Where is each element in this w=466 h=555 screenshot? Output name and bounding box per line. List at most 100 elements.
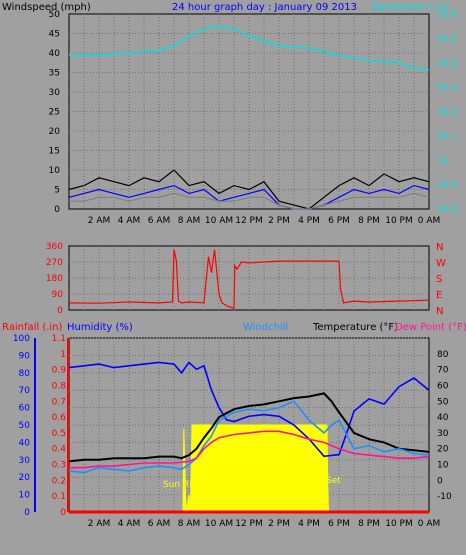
x-tick-label: 6 AM (148, 216, 171, 226)
barometer-tick-label: 29.8 (437, 205, 457, 215)
compass-label: S (436, 274, 442, 285)
barometer-tick-label: 30.3 (437, 83, 457, 93)
x-tick-label: 6 AM (148, 519, 171, 529)
windspeed-line (68, 169, 430, 210)
windspeed-tick-label: 15 (49, 147, 60, 157)
barometer-axis-label: Barometer (.in) (372, 2, 448, 13)
rainfall-tick-label: 0.8 (52, 381, 67, 391)
windspeed-tick-label: 30 (49, 88, 61, 98)
x-tick-label: 2 AM (88, 216, 111, 226)
direction-tick-label: 270 (46, 258, 63, 268)
x-tick-label: 2 PM (268, 216, 290, 226)
x-tick-label: 10 PM (385, 519, 413, 529)
gust-line (68, 184, 430, 210)
temperature-tick-label: 30 (437, 429, 449, 439)
direction-line (68, 249, 430, 310)
temperature-tick-label: 60 (437, 381, 449, 391)
temperature-tick-label: 70 (437, 366, 449, 376)
rainfall-tick-label: 0.4 (52, 445, 67, 455)
x-tick-label: 4 PM (298, 216, 320, 226)
temperature-tick-label: 80 (437, 350, 449, 360)
compass-label: E (436, 290, 442, 301)
barometer-tick-label: 29.9 (437, 181, 457, 191)
barometer-tick-label: 30.4 (437, 59, 457, 69)
windspeed-tick-label: 20 (49, 127, 61, 137)
temperature-axis-label: Temperature (°F) (312, 322, 398, 333)
windchill-line (68, 400, 430, 474)
temperature-line (68, 392, 430, 463)
direction-tick-label: 0 (57, 306, 63, 316)
humidity-axis-label: Humidity (%) (67, 322, 133, 333)
rainfall-tick-label: 0.7 (52, 397, 66, 407)
direction-tick-label: 180 (46, 274, 63, 284)
windspeed-tick-label: 35 (49, 69, 60, 79)
barometer-line (69, 25, 430, 71)
x-tick-label: 12 PM (235, 519, 263, 529)
temperature-tick-label: 50 (437, 397, 449, 407)
barometer-tick-label: 30 (437, 156, 449, 166)
x-tick-label: 0 AM (418, 216, 441, 226)
barometer-tick-label: 30.2 (437, 108, 457, 118)
x-tick-label: 10 PM (385, 216, 413, 226)
temperature-tick-label: 10 (437, 461, 449, 471)
windspeed-tick-label: 5 (54, 186, 60, 196)
dewpoint-line (69, 430, 430, 469)
direction-tick-label: 90 (52, 290, 64, 300)
x-tick-label: 2 AM (88, 519, 111, 529)
humidity-tick-label: 50 (19, 421, 31, 431)
barometer-tick-label: 30.1 (437, 132, 457, 142)
windspeed-tick-label: 0 (54, 205, 60, 215)
x-tick-label: 8 AM (178, 519, 201, 529)
windspeed-tick-label: 10 (49, 166, 61, 176)
humidity-tick-label: 70 (19, 386, 31, 396)
temperature-tick-label: 0 (437, 476, 443, 486)
x-tick-label: 0 AM (418, 519, 441, 529)
windspeed-tick-label: 25 (49, 108, 60, 118)
wind_avg-line (69, 192, 430, 210)
direction-tick-label: 360 (46, 242, 63, 252)
compass-label: W (436, 258, 446, 269)
windchill-label: Windchill (243, 322, 288, 333)
compass-label: N (436, 242, 443, 253)
x-tick-label: 6 PM (328, 519, 350, 529)
humidity-tick-label: 0 (24, 508, 30, 518)
rainfall-tick-label: 0.2 (52, 476, 66, 486)
marks-layer (68, 25, 430, 514)
chart-title: 24 hour graph day : January 09 2013 (172, 2, 357, 13)
x-tick-label: 10 AM (205, 216, 233, 226)
rainfall-tick-label: 0.1 (52, 492, 66, 502)
x-tick-label: 8 PM (358, 519, 380, 529)
temperature-tick-label: -10 (437, 492, 452, 502)
dewpoint-axis-label: Dew Point (°F) (395, 322, 466, 333)
humidity-tick-label: 80 (19, 369, 31, 379)
x-tick-label: 4 AM (118, 216, 141, 226)
temperature-tick-label: 40 (437, 413, 449, 423)
sunset-label: Set (326, 476, 341, 486)
barometer-tick-label: 30.5 (437, 34, 457, 44)
x-tick-label: 2 PM (268, 519, 290, 529)
barometer-tick-label: 30.6 (437, 10, 457, 20)
ticks-layer: 0510152025303540455029.829.93030.130.230… (13, 10, 458, 529)
humidity-tick-label: 10 (19, 491, 31, 501)
rainfall-tick-label: 0.9 (52, 366, 67, 376)
humidity-tick-label: 60 (19, 404, 31, 414)
rainfall-tick-label: 0.5 (52, 429, 66, 439)
rainfall-axis-label: Rainfall (.in) (2, 322, 63, 333)
humidity-tick-label: 30 (19, 456, 31, 466)
temperature-tick-label: 20 (437, 445, 449, 455)
humidity-tick-label: 20 (19, 473, 31, 483)
humidity-tick-label: 40 (19, 438, 31, 448)
rainfall-tick-label: 1.1 (52, 334, 66, 344)
rainfall-tick-label: 0.3 (52, 461, 66, 471)
compass-label: N (436, 306, 443, 317)
x-tick-label: 4 AM (118, 519, 141, 529)
x-tick-label: 10 AM (205, 519, 233, 529)
x-tick-label: 6 PM (328, 216, 350, 226)
rainfall-tick-label: 0.6 (52, 413, 67, 423)
windspeed-axis-label: Windspeed (mph) (2, 2, 91, 13)
windspeed-tick-label: 50 (49, 10, 61, 20)
x-tick-label: 8 AM (178, 216, 201, 226)
humidity-line (68, 361, 430, 458)
